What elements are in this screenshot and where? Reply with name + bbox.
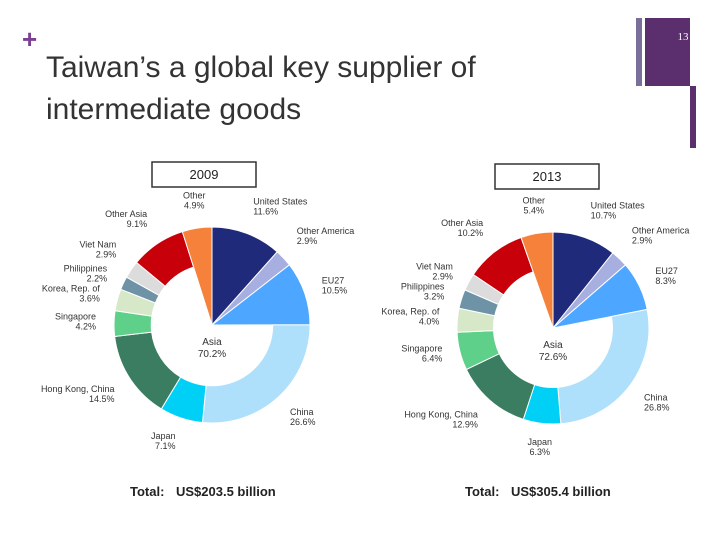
slice-label: Viet Nam	[79, 239, 116, 249]
slice-label: Hong Kong, China	[41, 384, 115, 394]
slice-value: 4.0%	[419, 317, 440, 327]
slice-label: Korea, Rep. of	[381, 307, 440, 317]
accent-line	[690, 86, 696, 148]
slide-marker: +	[22, 24, 37, 54]
slice-value: 5.4%	[523, 206, 544, 216]
slice	[520, 231, 554, 329]
chart-title: 2013	[533, 169, 562, 184]
slice-label: Korea, Rep. of	[42, 283, 101, 293]
slice-value: 6.4%	[422, 354, 443, 364]
slice-value: 12.9%	[452, 420, 478, 430]
total-label: Total:	[130, 484, 164, 499]
chart-title: 2009	[190, 167, 219, 182]
slice-label: China	[644, 393, 668, 403]
slice-label: Other	[522, 196, 545, 206]
slice-label: Other	[183, 190, 206, 200]
slide-title: Taiwan’s a global key supplier of	[46, 51, 476, 84]
slice	[211, 226, 278, 327]
slice-label: Hong Kong, China	[404, 410, 478, 420]
slice-value: 14.5%	[89, 394, 115, 404]
slice-label: EU27	[322, 275, 345, 285]
slice-value: 3.2%	[424, 291, 445, 301]
slice-label: Philippines	[64, 263, 108, 273]
slice-label: Other Asia	[441, 218, 483, 228]
slice-value: 2.9%	[632, 236, 653, 246]
slice-label: Philippines	[401, 281, 445, 291]
slice-value: 2.9%	[297, 236, 318, 246]
slice-value: 4.9%	[184, 200, 205, 210]
title-box	[494, 163, 600, 190]
slice-label: Viet Nam	[416, 261, 453, 271]
slice-value: 26.6%	[290, 417, 316, 427]
slice-value: 11.6%	[253, 207, 278, 217]
slice-value: 6.3%	[530, 447, 551, 457]
slice-value: 7.1%	[155, 441, 176, 451]
slice-label: United States	[253, 197, 308, 207]
group-value: 72.6%	[539, 352, 567, 363]
slice-label: Japan	[528, 437, 553, 447]
slice-value: 2.2%	[87, 273, 108, 283]
slice-value: 10.2%	[458, 228, 484, 238]
slice-value: 8.3%	[655, 276, 676, 286]
accent-bar	[636, 18, 642, 86]
title-box	[151, 161, 257, 188]
slice-label: Singapore	[55, 311, 96, 321]
total-label: Total:	[465, 484, 499, 499]
total-label: US$203.5 billion	[176, 484, 276, 499]
slice-label: China	[290, 407, 314, 417]
total-label: US$305.4 billion	[511, 484, 611, 499]
slice-label: Singapore	[401, 344, 442, 354]
accent-block	[645, 18, 690, 86]
slice-value: 9.1%	[127, 219, 148, 229]
slice-label: Other America	[297, 226, 355, 236]
slice-label: Japan	[151, 431, 176, 441]
slice-value: 4.2%	[75, 321, 96, 331]
slice-value: 26.8%	[644, 403, 670, 413]
slice-label: Other America	[632, 226, 690, 236]
group-label: Asia	[543, 340, 563, 351]
slice-value: 10.5%	[322, 285, 348, 295]
slice-label: EU27	[655, 266, 678, 276]
slice-value: 2.9%	[96, 249, 117, 259]
slice-label: Other Asia	[105, 209, 147, 219]
group-label: Asia	[202, 337, 222, 348]
slice-value: 3.6%	[79, 293, 100, 303]
page-number: 13	[678, 31, 690, 43]
slice-value: 10.7%	[591, 210, 617, 220]
slide-title: intermediate goods	[46, 93, 301, 126]
slice	[181, 226, 213, 326]
group-value: 70.2%	[198, 349, 226, 360]
slice-label: United States	[591, 200, 646, 210]
slice-value: 2.9%	[432, 271, 453, 281]
